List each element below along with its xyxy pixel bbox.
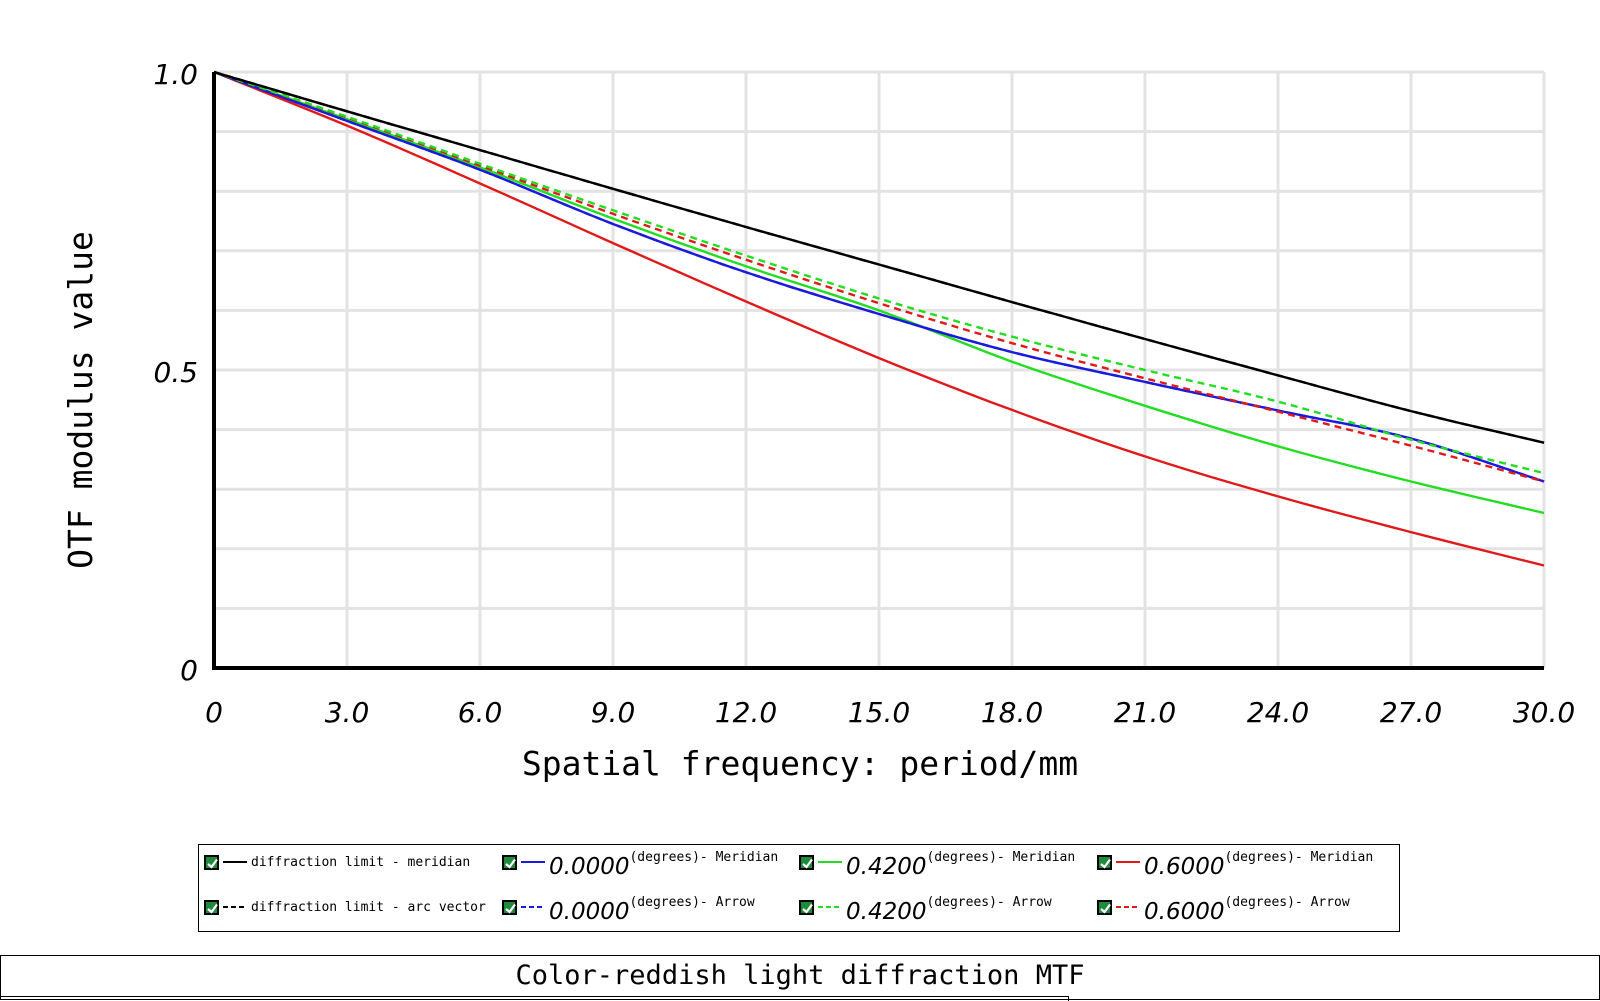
y-tick-label: 1.0 [153, 58, 198, 91]
legend-swatch [223, 906, 247, 908]
legend-item: 0.4200 (degrees)- Arrow [799, 892, 1052, 925]
legend-swatch [521, 861, 545, 863]
legend-item: 0.6000 (degrees)- Meridian [1097, 847, 1374, 880]
checkbox-icon[interactable] [502, 854, 517, 870]
legend-value: 0.4200 [846, 899, 927, 925]
legend-label: (degrees)- Arrow [1224, 894, 1350, 910]
checkbox-icon[interactable] [502, 899, 517, 915]
x-tick-label: 9.0 [591, 696, 636, 729]
legend-label: diffraction limit - arc vector [251, 899, 486, 915]
legend-item: diffraction limit - arc vector [204, 892, 486, 922]
y-tick-label: 0 [180, 654, 198, 687]
chart-title: Color-reddish light diffraction MTF [515, 960, 1085, 991]
series-line-5 [213, 70, 1545, 475]
checkbox-icon[interactable] [204, 854, 219, 870]
legend-label: (degrees)- Arrow [629, 894, 755, 910]
legend-swatch [521, 906, 545, 908]
axes [212, 72, 1544, 670]
x-tick-label: 30.0 [1513, 696, 1575, 729]
legend-swatch [1116, 906, 1140, 908]
mtf-chart: 0 3.0 6.0 9.0 12.0 15.0 18.0 21.0 24.0 27.0 30.0 0… [61, 58, 1575, 783]
y-axis-title: OTF modulus value [61, 231, 100, 569]
x-tick-labels: 0 3.0 6.0 9.0 12.0 15.0 18.0 21.0 24.0 27.0 30.0 [205, 696, 1575, 729]
series-line-4 [213, 70, 1545, 515]
y-tick-label: 0.5 [153, 356, 198, 389]
checkbox-icon[interactable] [1097, 854, 1112, 870]
x-tick-label: 15.0 [848, 696, 910, 729]
legend-value: 0.0000 [549, 854, 630, 880]
title-divider [1, 996, 1069, 1001]
x-tick-label: 0 [205, 696, 223, 729]
legend-item: 0.0000 (degrees)- Meridian [502, 847, 779, 880]
series-lines [213, 70, 1545, 567]
checkbox-icon[interactable] [1097, 899, 1112, 915]
legend-item: diffraction limit - meridian [204, 847, 470, 877]
legend-label: (degrees)- Meridian [926, 849, 1076, 865]
series-line-2 [213, 70, 1545, 483]
legend-label: (degrees)- Meridian [629, 849, 779, 865]
x-tick-label: 27.0 [1380, 696, 1442, 729]
legend-value: 0.0000 [549, 899, 630, 925]
series-line-6 [213, 70, 1545, 567]
legend-swatch [818, 861, 842, 863]
checkbox-icon[interactable] [799, 899, 814, 915]
x-tick-label: 24.0 [1247, 696, 1309, 729]
legend-value: 0.6000 [1144, 854, 1225, 880]
legend-value: 0.4200 [846, 854, 927, 880]
x-tick-label: 21.0 [1114, 696, 1176, 729]
y-tick-labels: 0 0.5 1.0 [153, 58, 198, 687]
x-axis-title: Spatial frequency: period/mm [522, 744, 1078, 783]
title-bar: Color-reddish light diffraction MTF [0, 955, 1600, 1001]
legend-item: 0.0000 (degrees)- Arrow [502, 892, 755, 925]
legend-value: 0.6000 [1144, 899, 1225, 925]
x-tick-label: 18.0 [981, 696, 1043, 729]
checkbox-icon[interactable] [204, 899, 219, 915]
grid-lines [212, 70, 1546, 668]
legend: diffraction limit - meridian diffraction … [198, 844, 1400, 932]
legend-item: 0.4200 (degrees)- Meridian [799, 847, 1076, 880]
x-tick-label: 6.0 [458, 696, 503, 729]
legend-label: (degrees)- Meridian [1224, 849, 1374, 865]
x-tick-label: 3.0 [325, 696, 370, 729]
legend-label: diffraction limit - meridian [251, 854, 471, 870]
series-line-7 [213, 70, 1545, 483]
legend-swatch [818, 906, 842, 908]
legend-swatch [223, 861, 247, 863]
checkbox-icon[interactable] [799, 854, 814, 870]
legend-item: 0.6000 (degrees)- Arrow [1097, 892, 1350, 925]
legend-label: (degrees)- Arrow [926, 894, 1052, 910]
legend-swatch [1116, 861, 1140, 863]
series-line-1 [213, 70, 1545, 444]
x-tick-label: 12.0 [715, 696, 777, 729]
